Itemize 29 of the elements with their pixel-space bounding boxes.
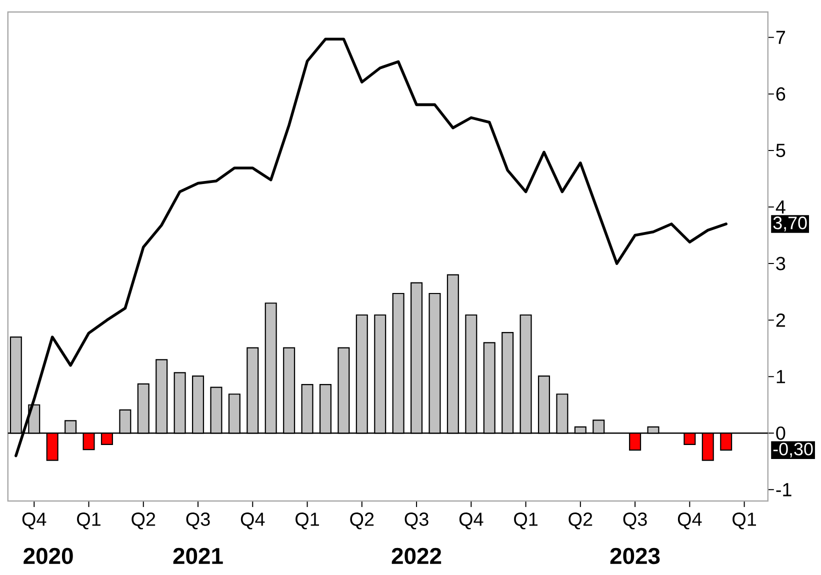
annotation: 3,70 [773, 216, 807, 232]
y-tick-label: 2 [776, 313, 785, 327]
x-tick-label: Q1 [77, 512, 100, 530]
x-tick-label: Q1 [296, 512, 319, 530]
y-tick-label: 0 [776, 426, 786, 440]
x-tick-label: Q3 [186, 512, 210, 530]
x-tick-label: Q1 [514, 512, 538, 530]
x-tick-label: Q2 [568, 512, 592, 530]
x-tick-label: Q2 [132, 512, 156, 530]
y-tick-label: 3 [776, 256, 786, 270]
x-tick-label: Q1 [732, 512, 756, 530]
x-tick-label: Q4 [240, 512, 265, 530]
text: 2022 [392, 548, 442, 564]
y-tick-label: 7 [776, 30, 785, 44]
x-tick-label: Q4 [459, 512, 484, 530]
x-tick-label: Q3 [623, 512, 647, 530]
y-tick-label: 5 [776, 144, 786, 158]
y-tick-label: 1 [776, 370, 786, 384]
x-tick-label: Q3 [404, 512, 428, 530]
text: 2020 [24, 548, 73, 564]
x-tick-label: Q4 [678, 512, 702, 530]
y-tick-label: 6 [776, 87, 786, 101]
annotation: -0,30 [773, 442, 813, 458]
y-tick-label: -1 [776, 483, 792, 496]
text: 2023 [610, 548, 660, 564]
y-tick-label: 4 [776, 200, 786, 214]
x-tick-label: Q2 [350, 512, 374, 530]
x-tick-label: Q4 [22, 512, 46, 530]
text: 2021 [173, 548, 223, 564]
